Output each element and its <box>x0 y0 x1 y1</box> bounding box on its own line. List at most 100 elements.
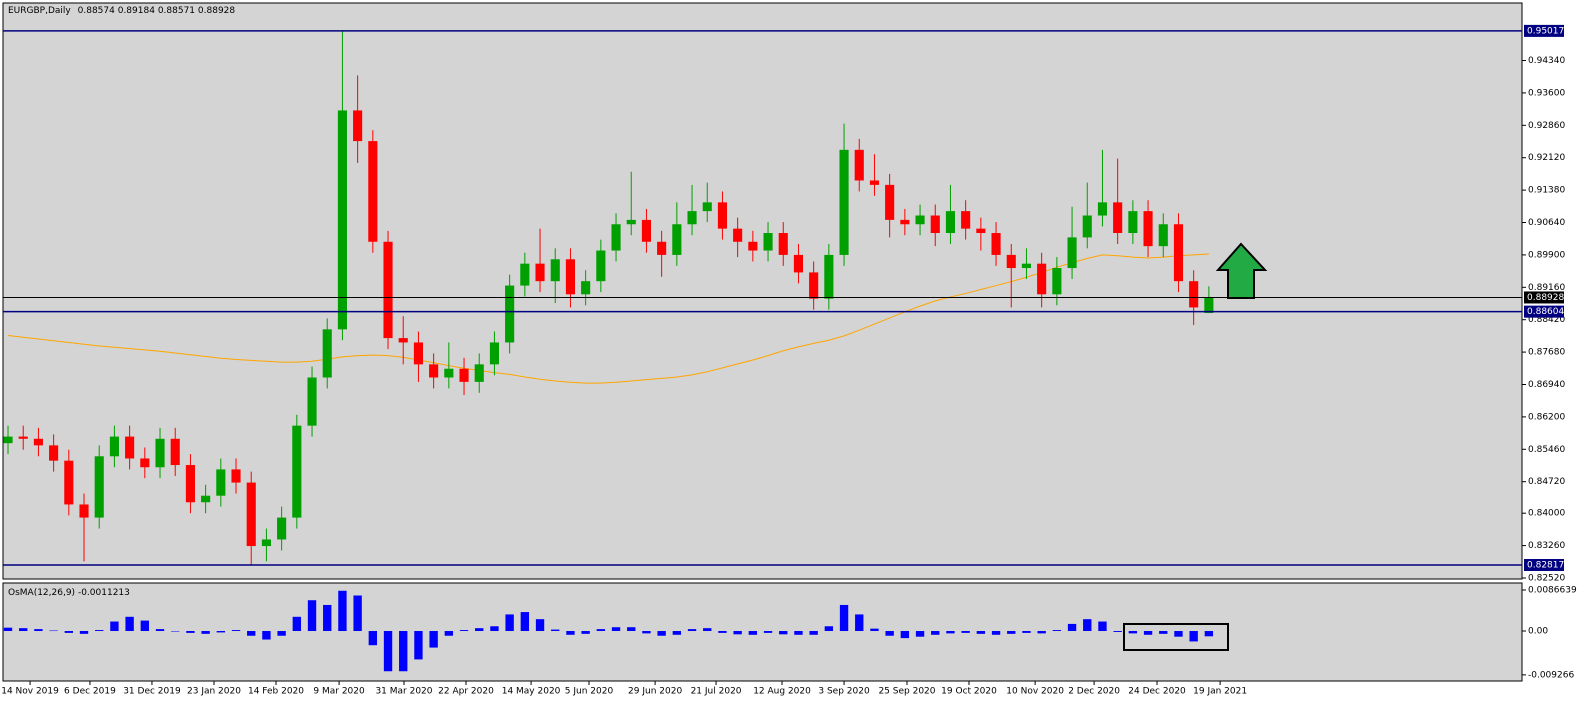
histogram-bar <box>49 630 58 632</box>
candle-body <box>413 342 423 365</box>
histogram-bar <box>885 631 894 636</box>
x-tick-label: 3 Sep 2020 <box>818 687 870 697</box>
y-tick-label: 0.84000 <box>1528 509 1565 519</box>
x-tick-label: 2 Dec 2020 <box>1068 687 1120 697</box>
candle-body <box>185 465 195 503</box>
y-tick-label: 0.86200 <box>1528 412 1565 422</box>
up-arrow <box>1215 242 1268 299</box>
histogram-bar <box>718 631 727 633</box>
level-label-box <box>1524 24 1564 37</box>
price-label: 0.88928 <box>1527 293 1564 303</box>
x-tick-label: 29 Jun 2020 <box>628 687 682 697</box>
histogram-bar <box>3 627 13 632</box>
candle-body <box>733 228 743 242</box>
candle-body <box>261 539 271 547</box>
candle-body <box>1082 215 1092 238</box>
y-tick-label: 0.91380 <box>1528 186 1565 196</box>
x-tick-label: 24 Dec 2020 <box>1128 687 1186 697</box>
candle-body <box>763 233 773 251</box>
y-tick-label: 0.82520 <box>1528 574 1565 584</box>
y-tick-label: 0.84720 <box>1528 477 1565 487</box>
candle-body <box>201 495 211 503</box>
candle-body <box>702 202 712 212</box>
histogram-bar <box>262 631 271 640</box>
histogram-bar <box>581 631 590 634</box>
histogram-bar <box>1128 631 1138 634</box>
histogram-bar <box>429 631 438 648</box>
candle-body <box>641 219 652 242</box>
histogram-bar <box>79 631 89 634</box>
x-tick-label: 19 Jan 2021 <box>1193 687 1247 697</box>
histogram-bar <box>125 616 134 632</box>
histogram-bar <box>216 631 226 633</box>
x-tick-label: 25 Sep 2020 <box>878 687 935 697</box>
histogram-bar <box>383 631 393 672</box>
histogram-bar <box>201 631 210 634</box>
candle-body <box>717 202 728 229</box>
histogram-bar <box>915 631 925 637</box>
candle-body <box>930 215 940 234</box>
histogram-bar <box>611 627 621 632</box>
candle-body <box>565 259 576 295</box>
candle-body <box>1158 224 1168 247</box>
y-tick-label: 0.93600 <box>1528 88 1565 98</box>
level-label-box <box>1524 305 1564 318</box>
histogram-bar <box>976 631 986 634</box>
main-panel <box>2 2 1523 580</box>
candle-body <box>1037 263 1047 295</box>
candle-body <box>170 438 180 466</box>
histogram-bar <box>991 631 1001 635</box>
candle-body <box>535 263 545 282</box>
candle-body <box>1128 211 1138 234</box>
histogram-bar <box>763 631 773 633</box>
candle-body <box>109 436 119 457</box>
y-tick-label: 0.0086639 <box>1528 585 1577 595</box>
indicator-panel <box>2 582 1523 682</box>
candle-body <box>1113 202 1123 234</box>
histogram-bar <box>1022 631 1031 633</box>
histogram-bar <box>535 619 545 632</box>
candle-body <box>869 180 880 185</box>
histogram-bar <box>1037 631 1046 634</box>
candle-body <box>839 149 849 255</box>
candle-body <box>383 241 393 339</box>
indicator-header: OsMA(12,26,9) -0.0011213 <box>8 588 130 598</box>
histogram-bar <box>748 631 758 635</box>
histogram-bar <box>703 628 712 632</box>
y-tick-label: 0.00 <box>1528 627 1548 637</box>
candle-body <box>809 272 819 299</box>
histogram-bar <box>353 595 362 632</box>
candle-body <box>429 364 439 378</box>
candle-body <box>1173 224 1184 282</box>
histogram-bar <box>247 631 256 636</box>
close: 0.88928 <box>198 6 235 16</box>
candle-body <box>1006 254 1016 269</box>
candle-body <box>125 436 135 459</box>
candle-body <box>1067 237 1077 269</box>
histogram-bar <box>642 631 651 634</box>
y-tick-label: 0.92120 <box>1528 153 1565 163</box>
x-tick-label: 22 Apr 2020 <box>438 687 494 697</box>
histogram-bar <box>171 631 180 632</box>
candle-body <box>991 233 1001 255</box>
candle-body <box>337 110 347 330</box>
histogram-bar <box>596 629 606 632</box>
candle-body <box>505 285 515 343</box>
candle-body <box>140 458 150 468</box>
histogram-bar <box>140 620 150 632</box>
y-tick-label: 0.87680 <box>1528 348 1565 358</box>
candle-body <box>277 517 287 540</box>
histogram-bar <box>490 626 499 632</box>
histogram-bar <box>34 629 43 632</box>
histogram-bar <box>551 629 560 632</box>
open: 0.88574 <box>78 6 115 16</box>
histogram-bar <box>1007 631 1016 634</box>
candle-body <box>1204 297 1214 313</box>
chart-layer: 0.94340 0.93600 0.92860 0.92120 0.91380 0.906… <box>1 24 1577 697</box>
histogram-bar <box>292 616 302 632</box>
candle-body <box>854 149 864 181</box>
y-tick-label: 0.89900 <box>1528 250 1565 260</box>
x-tick-label: 19 Oct 2020 <box>941 687 997 697</box>
x-tick-label: 10 Nov 2020 <box>1006 687 1064 697</box>
histogram-bar <box>414 631 423 660</box>
